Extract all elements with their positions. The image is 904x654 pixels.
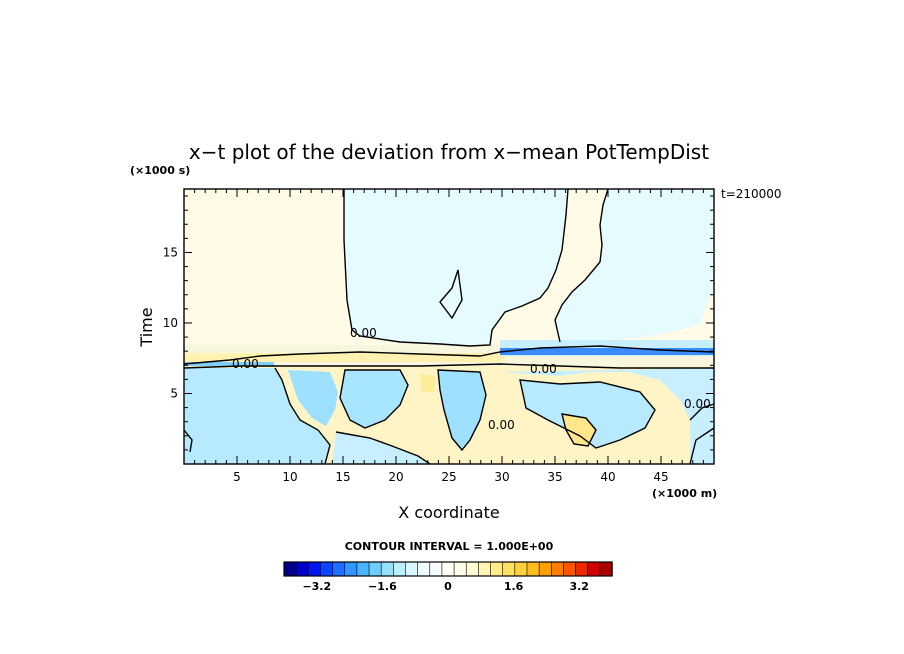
contour-label: 0.00 [232, 357, 259, 371]
colorbar-swatch [587, 561, 601, 577]
contour-interval-label: CONTOUR INTERVAL = 1.000E+00 [345, 540, 554, 553]
colorbar-swatch [599, 561, 613, 577]
colorbar-swatch [429, 561, 443, 577]
colorbar-tick-label: 1.6 [504, 580, 524, 593]
y-tick-label: 5 [170, 386, 178, 400]
x-tick-label: 25 [441, 470, 456, 484]
contour-lower-i [561, 413, 597, 447]
colorbar: −3.2 −1.6 0 1.6 3.2 [283, 561, 613, 593]
x-unit-label: (×1000 m) [652, 487, 717, 500]
region-lower-cyan-a [288, 370, 338, 426]
colorbar-tick-label: 0 [444, 580, 452, 593]
contour-lower-g [689, 427, 714, 464]
colorbar-swatch [405, 561, 419, 577]
region-lower-yellow-core [562, 414, 596, 446]
region-lower-cyan-d [500, 368, 714, 446]
contour-lower-a [274, 367, 331, 464]
colorbar-swatch [575, 561, 589, 577]
colorbar-swatch [441, 561, 455, 577]
colorbar-swatch [332, 561, 346, 577]
contour-lines [184, 189, 714, 464]
colorbar-swatch [514, 561, 528, 577]
contour-upper-left [343, 189, 569, 347]
region-upper-cyan-left [344, 189, 568, 346]
x-tick-label: 40 [600, 470, 615, 484]
colorbar-swatch [283, 561, 297, 577]
contour-upper-right [554, 189, 609, 343]
contour-patch [439, 269, 463, 320]
colorbar-swatch [478, 561, 492, 577]
colorbar-tick-label: −1.6 [368, 580, 397, 593]
contour-lower-e [335, 431, 431, 464]
contour-lower-b [339, 369, 409, 429]
colorbar-swatch [320, 561, 334, 577]
x-tick-label: 35 [547, 470, 562, 484]
y-axis-label: Time [137, 307, 156, 347]
region-front-blue-left [184, 362, 274, 368]
colorbar-swatch [538, 561, 552, 577]
region-lower-cyan-f [332, 432, 430, 464]
colorbar-swatch [502, 561, 516, 577]
colorbar-swatch [344, 561, 358, 577]
colorbar-swatch [307, 561, 322, 577]
colorbar-swatch [368, 561, 382, 577]
region-upper-cyan-right [555, 189, 714, 342]
region-upper-cyan-patch [440, 270, 462, 318]
contour-lower-c [437, 369, 487, 452]
colorbar-tick-label: 3.2 [569, 580, 589, 593]
chart-title: x−t plot of the deviation from x−mean Po… [189, 140, 709, 164]
contour-label: 0.00 [350, 326, 377, 340]
y-unit-label: (×1000 s) [130, 164, 190, 177]
contour-label: 0.00 [530, 362, 557, 376]
contour-front-lower [184, 363, 714, 369]
colorbar-swatch [563, 561, 577, 577]
y-tick-label: 10 [163, 316, 178, 330]
colorbar-tick-label: −3.2 [302, 580, 331, 593]
x-tick-label: 30 [494, 470, 509, 484]
region-front-blue [500, 348, 714, 355]
colorbar-swatch [380, 561, 395, 577]
y-tick-label: 15 [163, 245, 178, 259]
contour-front-upper [184, 345, 714, 365]
colorbar-swatch [417, 561, 431, 577]
colorbar-swatch [465, 561, 480, 577]
contour-labels: 0.00 0.00 0.00 0.00 0.00 [232, 326, 711, 432]
colorbar-swatch [526, 561, 540, 577]
region-front-yellow [184, 353, 504, 362]
tick-layer: 5 10 15 20 25 30 35 40 45 5 10 15 [163, 189, 714, 484]
colorbar-swatch [453, 561, 467, 577]
region-lower-cyan-e [520, 380, 655, 448]
colorbar-frame [283, 561, 613, 577]
x-tick-label: 15 [335, 470, 350, 484]
time-stamp-label: t=210000 [721, 187, 782, 201]
x-tick-label: 45 [653, 470, 668, 484]
region-lower-yellow-core-2 [420, 374, 436, 392]
colorbar-swatch [356, 561, 370, 577]
x-tick-label: 5 [233, 470, 241, 484]
contour-label: 0.00 [488, 418, 515, 432]
colorbar-swatch [550, 561, 565, 577]
region-lower-cyan-left [184, 368, 330, 464]
plot-area [184, 189, 714, 464]
region-lower-cyan-g [690, 410, 714, 464]
x-axis-label: X coordinate [398, 503, 499, 522]
contour-lower-d [519, 379, 656, 449]
contour-label: 0.00 [684, 397, 711, 411]
colorbar-swatch [393, 561, 407, 577]
colorbar-swatch [295, 561, 309, 577]
contour-lower-h [184, 429, 193, 453]
x-tick-label: 10 [282, 470, 297, 484]
x-tick-label: 20 [388, 470, 403, 484]
contour-lower-f [689, 403, 714, 421]
colorbar-swatch [490, 561, 504, 577]
